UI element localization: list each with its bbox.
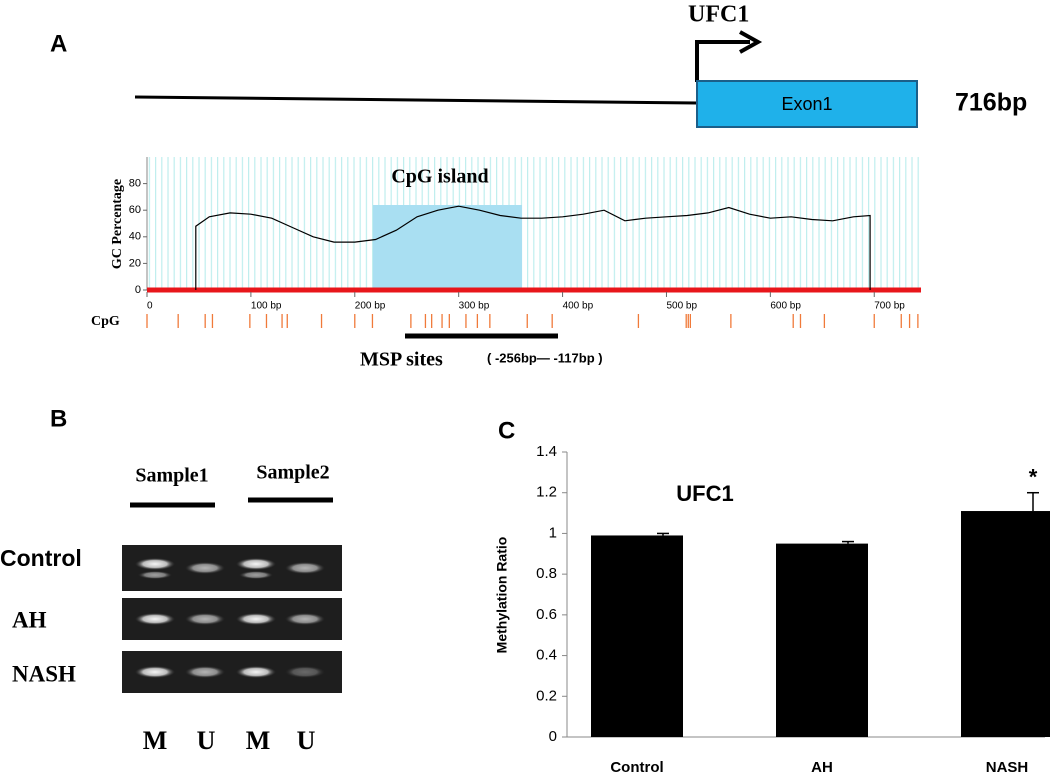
gel-band xyxy=(135,613,175,625)
gene-label: UFC1 xyxy=(688,2,749,28)
y-axis-title: Methylation Ratio xyxy=(494,537,510,654)
x-tick-label: 0 xyxy=(147,301,153,312)
x-tick-label: AH xyxy=(811,759,833,776)
msp-range: ( -256bp— -117bp ) xyxy=(487,350,603,365)
x-tick-label: 300 bp xyxy=(459,301,490,312)
gel-band xyxy=(236,613,276,625)
cpg-label: CpG xyxy=(91,314,120,329)
gel-band xyxy=(239,571,273,579)
gel-image xyxy=(122,545,342,693)
x-tick-label: NASH xyxy=(986,759,1029,776)
panel-label: C xyxy=(498,417,515,444)
row-label: AH xyxy=(12,607,47,632)
plot-background xyxy=(147,157,921,290)
promoter-line xyxy=(134,95,698,105)
bar xyxy=(591,535,683,737)
lane-label: M xyxy=(246,726,271,755)
x-tick-label: 700 bp xyxy=(874,301,905,312)
gel-band xyxy=(285,666,325,678)
y-tick-label: 40 xyxy=(129,231,141,243)
y-tick-label: 80 xyxy=(129,178,141,190)
gel-band xyxy=(138,571,172,579)
y-tick-label: 1.2 xyxy=(536,484,557,501)
row-label: Control xyxy=(0,545,82,571)
lane-label: M xyxy=(143,726,168,755)
x-tick-label: 200 bp xyxy=(355,301,386,312)
panel-label: B xyxy=(50,405,67,432)
lane-label: U xyxy=(197,726,216,755)
gel-band xyxy=(285,613,325,625)
significance-mark: * xyxy=(1029,465,1038,490)
chart-title: UFC1 xyxy=(676,481,733,506)
exon-box xyxy=(696,80,918,128)
x-tick-label: 600 bp xyxy=(770,301,801,312)
gel-band xyxy=(185,613,225,625)
gel-band xyxy=(236,558,276,570)
gel-band xyxy=(285,562,325,574)
y-tick-label: 20 xyxy=(129,257,141,269)
gel-band xyxy=(185,666,225,678)
gel-band xyxy=(236,666,276,678)
y-tick-label: 1.4 xyxy=(536,443,557,460)
x-tick-label: Control xyxy=(610,759,663,776)
bar xyxy=(961,511,1050,737)
lane-label: U xyxy=(297,726,316,755)
y-tick-label: 0 xyxy=(135,284,141,296)
tss-arrow xyxy=(695,40,750,82)
gel-band xyxy=(135,558,175,570)
gc-line xyxy=(195,205,871,290)
y-tick-label: 1 xyxy=(549,524,557,541)
x-tick-label: 400 bp xyxy=(563,301,594,312)
x-tick-label: 500 bp xyxy=(666,301,697,312)
cpg-island-label: CpG island xyxy=(391,166,488,188)
arrow-head xyxy=(739,30,763,54)
y-axis-title: GC Percentage xyxy=(110,179,125,269)
y-tick-label: 0.4 xyxy=(536,647,557,664)
y-tick-label: 0 xyxy=(549,728,557,745)
sample-label: Sample2 xyxy=(256,462,329,484)
panel-label: A xyxy=(50,30,67,57)
gel-band xyxy=(135,666,175,678)
exon-label: Exon1 xyxy=(781,94,832,114)
y-tick-label: 0.6 xyxy=(536,606,557,623)
y-tick-label: 0.2 xyxy=(536,687,557,704)
x-tick-label: 100 bp xyxy=(251,301,282,312)
msp-label: MSP sites xyxy=(360,349,443,371)
y-tick-label: 60 xyxy=(129,204,141,216)
length-label: 716bp xyxy=(955,89,1027,117)
row-label: NASH xyxy=(12,661,76,686)
gel-band xyxy=(185,562,225,574)
sample-label: Sample1 xyxy=(135,465,208,487)
y-tick-label: 0.8 xyxy=(536,565,557,582)
cpg-island-shade xyxy=(373,205,522,290)
bar xyxy=(776,543,868,737)
